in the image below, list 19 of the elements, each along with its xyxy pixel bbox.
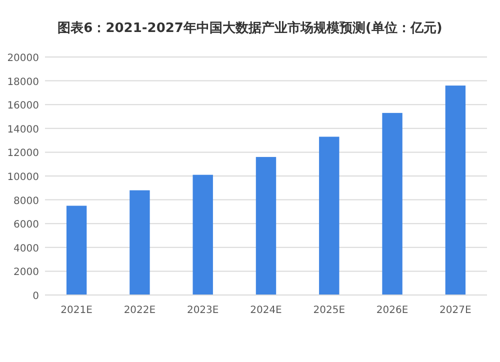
chart-title: 图表6：2021-2027年中国大数据产业市场规模预测(单位：亿元) — [58, 20, 442, 36]
y-tick-label: 16000 — [7, 100, 39, 112]
x-tick-label: 2027E — [440, 305, 472, 316]
y-tick-label: 6000 — [14, 220, 39, 231]
x-tick-label: 2024E — [250, 305, 282, 316]
y-tick-label: 20000 — [7, 53, 39, 64]
x-tick-label: 2021E — [60, 305, 92, 316]
y-tick-label: 0 — [32, 291, 39, 302]
y-tick-label: 18000 — [7, 76, 39, 88]
y-tick-label: 10000 — [7, 172, 39, 183]
y-tick-label: 12000 — [7, 148, 39, 160]
y-tick-label: 14000 — [7, 124, 39, 136]
x-tick-label: 2026E — [376, 305, 408, 316]
y-tick-label: 2000 — [14, 267, 39, 278]
x-tick-label: 2023E — [186, 305, 219, 316]
y-tick-label: 8000 — [14, 196, 39, 207]
x-tick-label: 2022E — [124, 305, 156, 316]
y-tick-label: 4000 — [14, 243, 39, 254]
x-tick-label: 2025E — [313, 305, 346, 316]
